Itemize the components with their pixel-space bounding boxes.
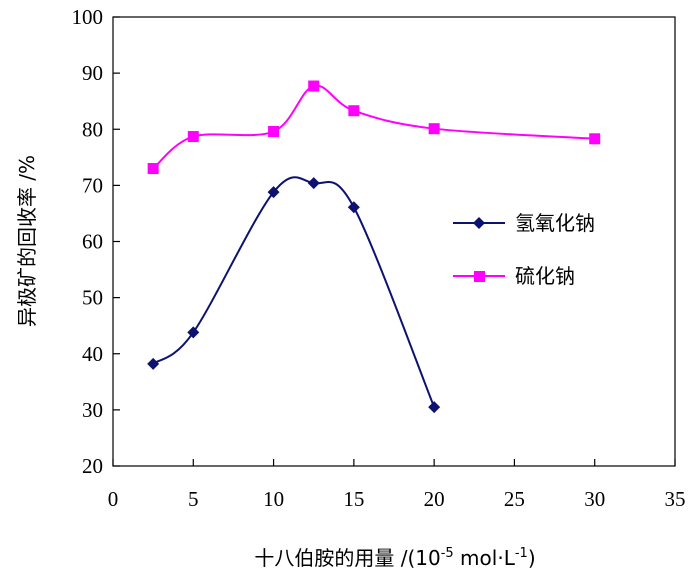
data-point-sodium-hydroxide	[347, 201, 360, 214]
legend-label-sodium-sulfide: 硫化钠	[515, 264, 575, 288]
legend: 氢氧化钠 硫化钠	[453, 211, 595, 288]
x-tick-label: 0	[108, 487, 119, 511]
data-point-sodium-sulfide	[308, 80, 320, 92]
x-tick-label: 10	[263, 487, 284, 511]
y-axis-ticks: 20 30 40 50 60 70 80 90 100	[72, 5, 120, 478]
x-axis-ticks: 0 5 10 15 20 25 30 35	[108, 459, 686, 511]
x-axis-title-exponent-2: -1	[515, 546, 528, 561]
legend-marker-square	[474, 271, 485, 282]
data-point-sodium-hydroxide	[267, 186, 280, 199]
series-layer	[147, 80, 601, 414]
y-tick-label: 40	[82, 342, 103, 366]
y-tick-label: 90	[82, 61, 103, 85]
data-point-sodium-sulfide	[589, 133, 601, 145]
y-tick-label: 70	[82, 173, 103, 197]
x-axis-title-end: )	[528, 546, 536, 570]
x-tick-label: 15	[343, 487, 364, 511]
y-tick-label: 60	[82, 230, 103, 254]
data-point-sodium-sulfide	[147, 163, 159, 175]
x-axis-title-main: 十八伯胺的用量 /(10	[254, 546, 440, 570]
y-tick-label: 100	[72, 5, 104, 29]
y-tick-label: 20	[82, 454, 103, 478]
x-tick-label: 5	[188, 487, 199, 511]
data-point-sodium-hydroxide	[307, 177, 320, 190]
legend-label-sodium-hydroxide: 氢氧化钠	[515, 211, 595, 235]
x-tick-label: 35	[665, 487, 686, 511]
legend-item-sodium-sulfide: 硫化钠	[453, 264, 575, 288]
data-point-sodium-sulfide	[268, 125, 280, 137]
x-tick-label: 25	[504, 487, 525, 511]
y-tick-label: 80	[82, 117, 103, 141]
legend-marker-diamond	[473, 217, 485, 229]
y-tick-label: 30	[82, 398, 103, 422]
data-point-sodium-sulfide	[348, 105, 360, 117]
y-axis-title: 异极矿的回收率 /%	[15, 155, 39, 327]
data-point-sodium-sulfide	[187, 131, 199, 143]
x-tick-label: 20	[424, 487, 445, 511]
plot-area	[112, 16, 676, 467]
data-point-sodium-hydroxide	[187, 326, 200, 339]
x-axis-title-unit: mol·L	[454, 546, 516, 570]
legend-item-sodium-hydroxide: 氢氧化钠	[453, 211, 595, 235]
data-point-sodium-hydroxide	[147, 357, 160, 370]
data-point-sodium-sulfide	[428, 123, 440, 135]
x-axis-title-exponent-1: -5	[441, 546, 454, 561]
y-tick-label: 50	[82, 286, 103, 310]
x-tick-label: 30	[584, 487, 605, 511]
x-axis-title: 十八伯胺的用量 /(10-5 mol·L-1)	[254, 546, 535, 570]
data-point-sodium-hydroxide	[428, 401, 441, 414]
